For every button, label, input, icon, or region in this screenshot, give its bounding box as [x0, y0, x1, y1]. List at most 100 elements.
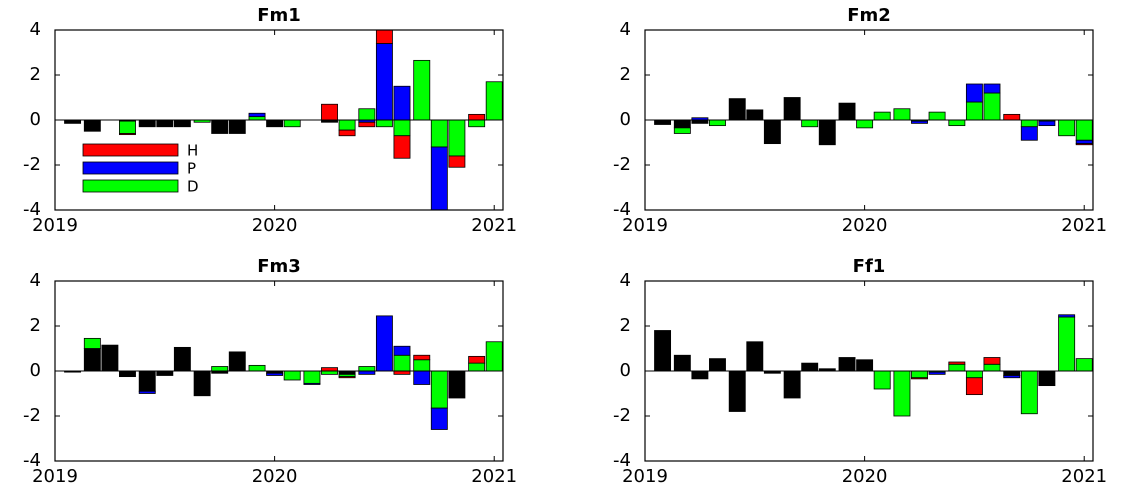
bar-segment — [983, 363, 1001, 372]
bar-segment — [746, 341, 764, 372]
bar-segment — [928, 111, 946, 121]
bar-segment — [283, 119, 301, 128]
bar-segment — [248, 112, 266, 118]
bar-segment — [1075, 358, 1093, 372]
bar-segment — [430, 146, 448, 211]
bar-segment — [211, 366, 229, 372]
bar-segment — [948, 363, 966, 372]
bar-segment — [430, 119, 448, 148]
bar-segment — [393, 135, 411, 159]
y-tick-label: -4 — [23, 199, 41, 220]
y-tick-label: -4 — [613, 450, 631, 471]
bar-segment — [801, 362, 819, 372]
bar-segment — [358, 108, 376, 121]
y-tick-label: 2 — [30, 64, 41, 85]
bar-segment — [873, 370, 891, 390]
bar-segment — [119, 133, 136, 136]
bar-segment — [119, 120, 136, 134]
bar-segment — [911, 377, 928, 380]
chart-title: Fm2 — [847, 5, 891, 26]
legend-label: H — [187, 142, 198, 160]
y-tick-label: 4 — [620, 19, 631, 40]
y-tick-label: 2 — [620, 315, 631, 336]
bar-segment — [393, 354, 411, 372]
bar-segment — [266, 119, 284, 128]
bar-segment — [983, 92, 1001, 121]
y-tick-label: 0 — [620, 109, 631, 130]
bar-segment — [911, 370, 928, 379]
bar-segment — [266, 372, 284, 376]
x-tick-label: 2020 — [252, 466, 298, 487]
bar-segment — [248, 364, 266, 372]
bar-segment — [1020, 126, 1038, 141]
y-tick-label: 2 — [620, 64, 631, 85]
bar-segment — [358, 370, 376, 375]
y-tick-label: -4 — [23, 450, 41, 471]
x-tick-label: 2019 — [32, 466, 78, 487]
bar-segment — [138, 370, 156, 392]
bar-segment — [338, 370, 356, 375]
bar-segment — [375, 43, 393, 121]
bar-segment — [413, 59, 431, 121]
bar-segment — [856, 119, 874, 129]
bar-segment — [193, 370, 211, 397]
bar-segment — [303, 382, 321, 385]
bar-segment — [1075, 119, 1093, 141]
bar-segment — [413, 370, 431, 385]
y-tick-label: -2 — [23, 405, 41, 426]
bar-segment — [1020, 370, 1038, 415]
bar-segment — [673, 127, 691, 134]
bar-segment — [358, 366, 376, 372]
bar-segment — [948, 361, 966, 365]
x-tick-label: 2021 — [1061, 215, 1107, 236]
bar-segment — [1058, 314, 1076, 318]
bar-segment — [119, 370, 136, 378]
bar-segment — [928, 371, 946, 375]
bar-segment — [468, 362, 486, 372]
bar-segment — [338, 119, 356, 131]
bar-segment — [393, 85, 411, 121]
bar-segment — [138, 119, 156, 128]
chart-title: Ff1 — [853, 256, 886, 277]
x-tick-label: 2021 — [471, 215, 517, 236]
x-tick-label: 2020 — [842, 215, 888, 236]
legend-swatch — [82, 179, 179, 193]
legend-label: D — [187, 178, 199, 196]
bar-segment — [338, 129, 356, 137]
bar-segment — [1038, 120, 1056, 127]
bar-segment — [413, 359, 431, 372]
bar-segment — [856, 359, 874, 372]
bar-segment — [485, 341, 503, 372]
bar-segment — [393, 370, 411, 375]
bar-segment — [965, 101, 983, 121]
bar-segment — [838, 102, 856, 121]
y-tick-label: 4 — [30, 19, 41, 40]
y-tick-label: 0 — [620, 360, 631, 381]
bar-segment — [448, 119, 466, 157]
bar-segment — [303, 370, 321, 384]
y-tick-label: 0 — [30, 360, 41, 381]
bar-segment — [965, 377, 983, 396]
bar-segment — [228, 351, 246, 372]
bar-segment — [783, 370, 801, 399]
bar-segment — [728, 370, 746, 412]
bar-segment — [654, 330, 672, 372]
bar-segment — [1003, 370, 1021, 376]
x-tick-label: 2019 — [32, 215, 78, 236]
y-tick-label: -4 — [613, 199, 631, 220]
bar-segment — [448, 155, 466, 168]
bar-segment — [393, 119, 411, 137]
bar-segment — [673, 354, 691, 372]
bar-segment — [321, 367, 338, 372]
bar-segment — [375, 315, 393, 372]
bar-segment — [338, 376, 356, 379]
x-tick-label: 2020 — [252, 215, 298, 236]
bar-segment — [965, 370, 983, 379]
bar-segment — [965, 83, 983, 103]
bar-segment — [468, 119, 486, 128]
bar-segment — [211, 119, 229, 134]
chart-title: Fm3 — [257, 256, 301, 277]
chart-title: Fm1 — [257, 5, 301, 26]
